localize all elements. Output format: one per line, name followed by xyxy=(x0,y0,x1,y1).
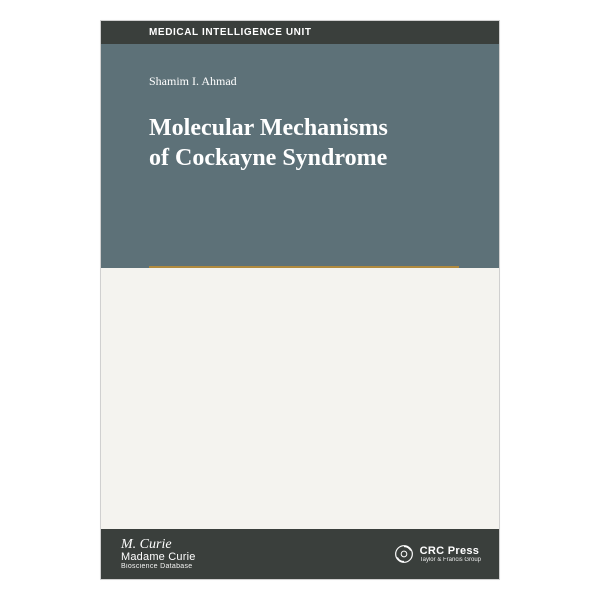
footer-left: M. Curie Madame Curie Bioscience Databas… xyxy=(121,537,196,570)
crc-logo-icon xyxy=(394,544,414,564)
upper-panel: Shamim I. Ahmad Molecular Mechanisms of … xyxy=(101,44,499,268)
book-title: Molecular Mechanisms of Cockayne Syndrom… xyxy=(149,113,459,173)
publisher-block: CRC Press Taylor & Francis Group xyxy=(420,546,481,563)
footer-right: CRC Press Taylor & Francis Group xyxy=(394,544,481,564)
publisher-name: CRC Press xyxy=(420,546,481,557)
database-name: Madame Curie xyxy=(121,551,196,563)
lower-panel: M. Curie Madame Curie Bioscience Databas… xyxy=(101,268,499,579)
page: MEDICAL INTELLIGENCE UNIT Shamim I. Ahma… xyxy=(0,0,600,600)
series-label: MEDICAL INTELLIGENCE UNIT xyxy=(149,27,312,38)
footer-bar: M. Curie Madame Curie Bioscience Databas… xyxy=(101,529,499,579)
title-line-2: of Cockayne Syndrome xyxy=(149,145,387,171)
title-line-1: Molecular Mechanisms xyxy=(149,115,388,141)
series-band: MEDICAL INTELLIGENCE UNIT xyxy=(101,21,499,44)
author-name: Shamim I. Ahmad xyxy=(149,74,459,89)
database-subtitle: Bioscience Database xyxy=(121,563,196,571)
publisher-subtitle: Taylor & Francis Group xyxy=(420,557,481,563)
book-cover: MEDICAL INTELLIGENCE UNIT Shamim I. Ahma… xyxy=(100,20,500,580)
